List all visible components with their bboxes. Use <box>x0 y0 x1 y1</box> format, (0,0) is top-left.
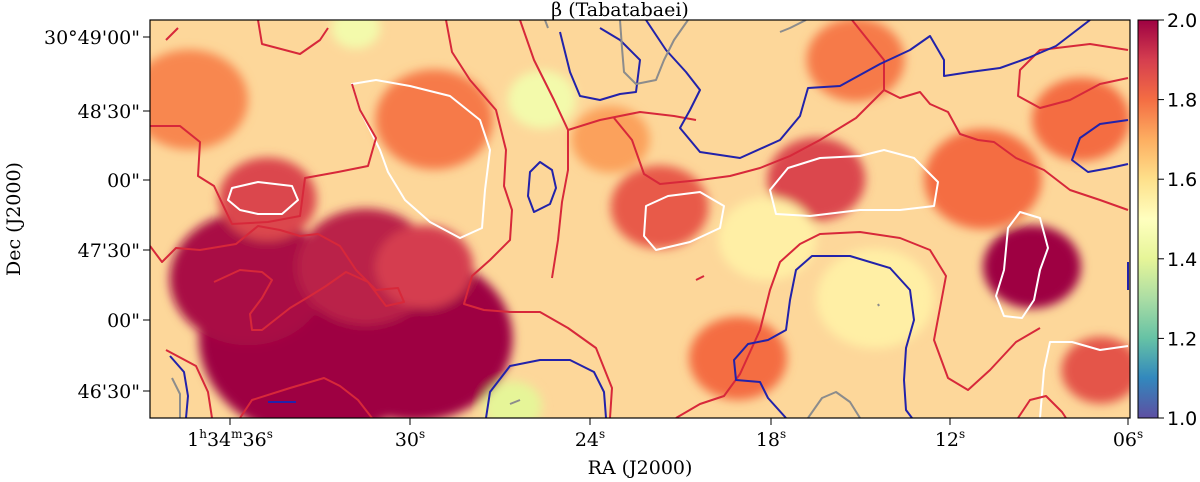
colorbar-tick-label: 1.6 <box>1167 169 1197 191</box>
contour-red <box>257 20 329 55</box>
colorbar-tick-label: 1.8 <box>1167 90 1197 112</box>
contour-red <box>613 20 885 185</box>
y-tick-label: 00" <box>107 170 140 192</box>
contour-blue <box>485 359 607 418</box>
colorbar-ticks: 1.0 1.2 1.4 1.6 1.8 2.0 <box>1158 10 1197 430</box>
contour-red <box>1017 43 1129 109</box>
y-tick-label: 30°49'00" <box>44 27 140 49</box>
contour-blue <box>559 27 641 101</box>
contour-red <box>567 111 697 131</box>
contour-blue <box>1071 119 1129 173</box>
contour-white <box>227 181 299 215</box>
heatmap-hotspots <box>150 20 1130 418</box>
map-frame <box>149 19 1131 419</box>
y-axis-label: Dec (J2000) <box>3 162 25 276</box>
y-tick-label: 48'30" <box>78 101 140 123</box>
heatmap-cell <box>767 137 866 221</box>
heatmap-cell <box>571 106 650 173</box>
contour-white <box>769 149 939 217</box>
heatmap-cell <box>507 70 577 129</box>
y-tick-label: 00" <box>107 310 140 332</box>
y-tick-label: 47'30" <box>78 240 140 262</box>
contour-gray <box>807 391 861 418</box>
x-tick-label: 1h34m36s <box>187 427 273 451</box>
chart-title: β (Tabatabaei) <box>551 0 689 21</box>
contours <box>150 20 1129 418</box>
y-axis: 30°49'00" 48'30" 00" 47'30" 00" 46'30" D… <box>3 27 150 403</box>
colorbar-gradient <box>1137 19 1159 419</box>
contour-white <box>351 79 491 239</box>
heatmap-cell <box>483 381 542 418</box>
contour-gray <box>877 303 880 307</box>
heatmap-cell <box>718 197 817 281</box>
x-axis: 1h34m36s 30s 24s 18s 12s 06s RA (J2000) <box>187 418 1143 479</box>
contour-red <box>239 377 373 418</box>
colorbar: 1.0 1.2 1.4 1.6 1.8 2.0 <box>1137 10 1197 430</box>
contour-red <box>165 27 179 41</box>
heatmap-cell <box>610 165 709 249</box>
contour-gray <box>509 399 521 405</box>
contour-red <box>519 20 569 279</box>
colorbar-tick-label: 1.2 <box>1167 328 1197 350</box>
contour-blue <box>645 20 1091 159</box>
heatmap <box>150 20 1130 418</box>
heatmap-cell <box>375 69 494 170</box>
contour-gray <box>779 20 807 33</box>
contour-red <box>1017 395 1067 418</box>
x-tick-label: 24s <box>575 427 605 451</box>
y-tick-label: 46'30" <box>78 381 140 403</box>
contour-blue <box>527 161 557 213</box>
colorbar-tick-label: 2.0 <box>1167 10 1197 32</box>
x-tick-label: 30s <box>395 427 425 451</box>
contour-white <box>995 211 1049 319</box>
heatmap-cell <box>816 248 934 349</box>
colorbar-tick-label: 1.0 <box>1167 408 1197 430</box>
heatmap-cell <box>806 20 905 102</box>
heatmap-cell <box>169 212 327 346</box>
contour-white <box>643 191 725 251</box>
heatmap-cell <box>218 157 317 241</box>
x-axis-label: RA (J2000) <box>588 457 693 479</box>
contour-red <box>695 275 705 281</box>
contour-red <box>675 231 1041 418</box>
heatmap-cell <box>983 225 1081 309</box>
contour-gray <box>544 20 549 29</box>
contour-gray <box>619 20 689 85</box>
contour-white <box>1039 341 1129 418</box>
contour-red <box>150 83 377 225</box>
contour-blue <box>169 355 189 418</box>
contour-red <box>150 225 405 331</box>
heatmap-cell <box>331 20 381 49</box>
contour-red <box>883 89 1129 211</box>
heatmap-cell <box>150 49 248 150</box>
heatmap-cell <box>1032 77 1130 162</box>
contour-red <box>165 349 213 418</box>
heatmap-cell <box>1061 336 1130 404</box>
contour-gray <box>171 377 181 418</box>
x-tick-label: 18s <box>756 427 786 451</box>
x-tick-label: 12s <box>935 427 965 451</box>
contour-red <box>445 20 613 418</box>
heatmap-cell <box>689 316 787 400</box>
x-tick-label: 06s <box>1113 427 1143 451</box>
heatmap-cell <box>375 225 474 309</box>
colorbar-tick-label: 1.4 <box>1167 249 1197 271</box>
contour-blue <box>733 255 915 418</box>
